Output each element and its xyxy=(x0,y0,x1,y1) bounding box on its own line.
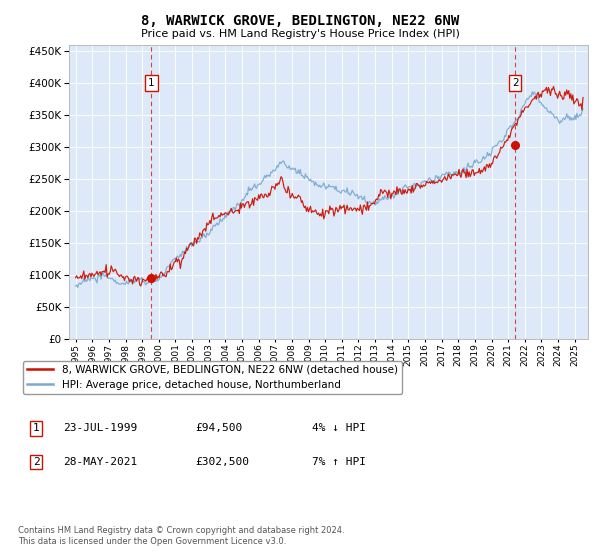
Text: 28-MAY-2021: 28-MAY-2021 xyxy=(63,457,137,467)
Text: 8, WARWICK GROVE, BEDLINGTON, NE22 6NW: 8, WARWICK GROVE, BEDLINGTON, NE22 6NW xyxy=(141,14,459,28)
Text: 7% ↑ HPI: 7% ↑ HPI xyxy=(312,457,366,467)
Text: 23-JUL-1999: 23-JUL-1999 xyxy=(63,423,137,433)
Text: 2: 2 xyxy=(512,78,518,88)
Text: £302,500: £302,500 xyxy=(195,457,249,467)
Text: 1: 1 xyxy=(148,78,155,88)
Text: £94,500: £94,500 xyxy=(195,423,242,433)
Text: 1: 1 xyxy=(32,423,40,433)
Text: 4% ↓ HPI: 4% ↓ HPI xyxy=(312,423,366,433)
Text: Price paid vs. HM Land Registry's House Price Index (HPI): Price paid vs. HM Land Registry's House … xyxy=(140,29,460,39)
Legend: 8, WARWICK GROVE, BEDLINGTON, NE22 6NW (detached house), HPI: Average price, det: 8, WARWICK GROVE, BEDLINGTON, NE22 6NW (… xyxy=(23,361,402,394)
Text: 2: 2 xyxy=(32,457,40,467)
Text: Contains HM Land Registry data © Crown copyright and database right 2024.
This d: Contains HM Land Registry data © Crown c… xyxy=(18,526,344,546)
